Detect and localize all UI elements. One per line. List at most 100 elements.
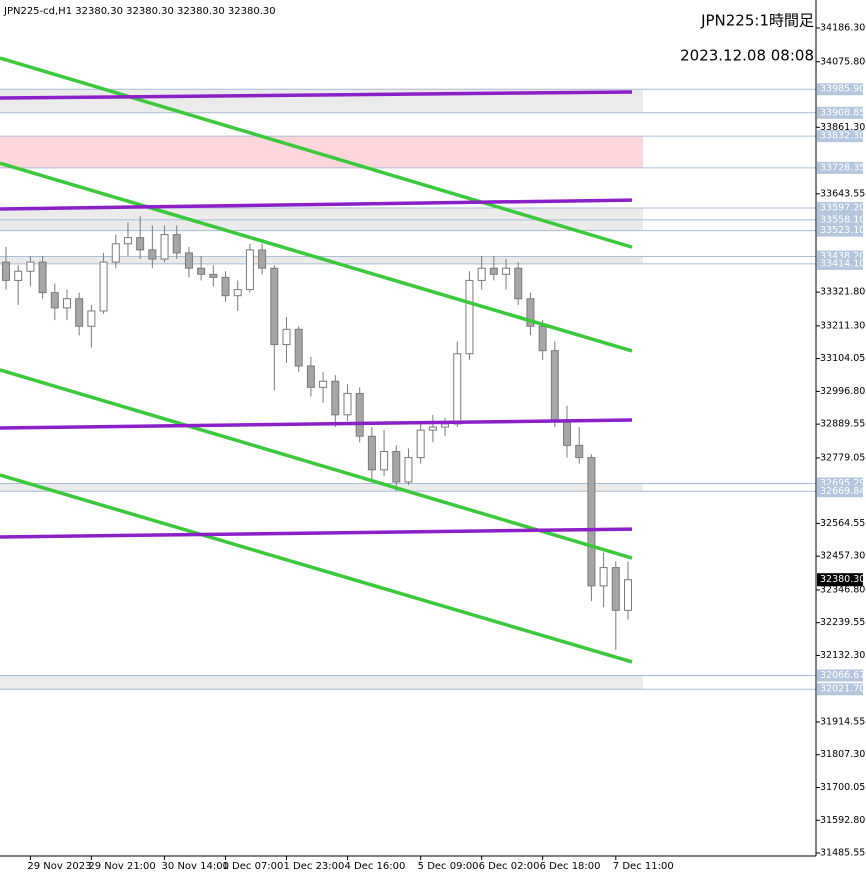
level-label: 33414.10 bbox=[820, 258, 865, 269]
y-tick-label: 32779.05 bbox=[820, 452, 865, 463]
trend-line bbox=[0, 56, 633, 249]
candle-body bbox=[26, 261, 35, 272]
candle-body bbox=[599, 567, 608, 587]
zone bbox=[0, 207, 643, 231]
info-text: JPN225-cd,H1 32380.30 32380.30 32380.30 … bbox=[3, 6, 276, 17]
x-tick-label: 1 Dec 07:00 bbox=[223, 861, 284, 872]
candle-body bbox=[245, 249, 254, 291]
x-tick-label: 7 Dec 11:00 bbox=[613, 861, 674, 872]
candle-body bbox=[367, 435, 376, 471]
level-label-bg bbox=[817, 257, 863, 270]
candle-body bbox=[38, 261, 47, 294]
y-tick-label: 31485.55 bbox=[820, 848, 865, 859]
zone bbox=[0, 675, 643, 690]
candle-body bbox=[563, 420, 572, 446]
candle-body bbox=[489, 267, 498, 275]
level-label: 33597.20 bbox=[820, 202, 865, 213]
y-tick-label: 34186.30 bbox=[820, 23, 865, 34]
candle-body bbox=[160, 234, 169, 260]
candle-body bbox=[550, 350, 559, 422]
candle-body bbox=[75, 298, 84, 327]
candle-body bbox=[221, 276, 230, 297]
candle-body bbox=[319, 380, 328, 388]
level-label: 33438.20 bbox=[820, 251, 865, 262]
level-label-bg bbox=[817, 224, 863, 237]
candle-body bbox=[184, 252, 193, 269]
y-tick-label: 32132.30 bbox=[820, 650, 865, 661]
y-tick-label: 33643.55 bbox=[820, 188, 865, 199]
candle-body bbox=[538, 325, 547, 352]
candle-body bbox=[233, 289, 242, 297]
y-tick-label: 32889.55 bbox=[820, 419, 865, 430]
trend-line bbox=[0, 527, 633, 539]
candle-body bbox=[502, 267, 511, 275]
level-label-bg bbox=[817, 683, 863, 696]
candle-body bbox=[172, 234, 181, 254]
x-tick-label: 30 Nov 14:00 bbox=[162, 861, 229, 872]
candle-body bbox=[14, 270, 23, 281]
trend-line bbox=[0, 368, 633, 560]
candle-body bbox=[87, 310, 96, 327]
y-tick-label: 33211.30 bbox=[820, 320, 865, 331]
level-label: 33558.10 bbox=[820, 214, 865, 225]
trend-line bbox=[0, 473, 633, 664]
trend-line bbox=[0, 198, 633, 211]
candle-body bbox=[380, 450, 389, 471]
candle-body bbox=[294, 328, 303, 367]
candle-body bbox=[2, 261, 10, 281]
candle-body bbox=[99, 261, 108, 312]
y-tick-label: 33321.80 bbox=[820, 287, 865, 298]
x-tick-label: 6 Dec 18:00 bbox=[540, 861, 601, 872]
candle-body bbox=[441, 423, 450, 428]
trend-line bbox=[0, 418, 633, 430]
y-tick-label: 32457.30 bbox=[820, 551, 865, 562]
candle-body bbox=[514, 267, 523, 300]
candle-body bbox=[148, 249, 157, 260]
chart-subtitle: 2023.12.08 08:08 bbox=[680, 47, 814, 65]
y-tick-label: 31807.30 bbox=[820, 749, 865, 760]
y-tick-label: 32239.55 bbox=[820, 617, 865, 628]
candle-body bbox=[453, 353, 462, 425]
candle-body bbox=[428, 426, 437, 431]
candle-body bbox=[197, 267, 206, 275]
level-label-bg bbox=[817, 83, 863, 96]
candle-body bbox=[282, 328, 291, 346]
level-label: 32066.67 bbox=[820, 670, 865, 681]
level-label: 33908.85 bbox=[820, 107, 865, 118]
candle-body bbox=[416, 429, 425, 459]
candle-body bbox=[624, 579, 632, 611]
level-label-bg bbox=[817, 669, 863, 682]
candle-body bbox=[62, 298, 71, 309]
x-tick-label: 1 Dec 23:00 bbox=[284, 861, 345, 872]
level-label: 33985.90 bbox=[820, 84, 865, 95]
candle-body bbox=[355, 392, 364, 437]
trend-line bbox=[0, 161, 633, 353]
candle-body bbox=[270, 267, 279, 346]
candle-body bbox=[258, 249, 267, 269]
trend-line bbox=[0, 90, 633, 100]
candle-body bbox=[343, 392, 352, 416]
y-tick-label: 31700.05 bbox=[820, 782, 865, 793]
candle-body bbox=[123, 237, 132, 245]
zone bbox=[0, 483, 643, 492]
x-tick-label: 6 Dec 02:00 bbox=[479, 861, 540, 872]
candle-body bbox=[477, 267, 486, 281]
level-label: 33728.35 bbox=[820, 162, 865, 173]
candle-body bbox=[526, 298, 535, 327]
x-tick-label: 29 Nov 2023 bbox=[27, 861, 91, 872]
candle-body bbox=[50, 292, 59, 309]
y-tick-label: 32564.55 bbox=[820, 518, 865, 529]
y-tick-label: 32346.80 bbox=[820, 584, 865, 595]
candle-body bbox=[611, 567, 620, 611]
level-label: 32695.29 bbox=[820, 478, 865, 489]
level-label-bg bbox=[817, 201, 863, 214]
y-tick-label: 31592.80 bbox=[820, 815, 865, 826]
x-tick-label: 29 Nov 21:00 bbox=[88, 861, 155, 872]
level-label: 32669.84 bbox=[820, 486, 865, 497]
candle-body bbox=[331, 380, 340, 416]
level-label: 33832.30 bbox=[820, 131, 865, 142]
zone bbox=[0, 136, 643, 168]
level-label-bg bbox=[817, 106, 863, 119]
candle-body bbox=[392, 450, 401, 483]
